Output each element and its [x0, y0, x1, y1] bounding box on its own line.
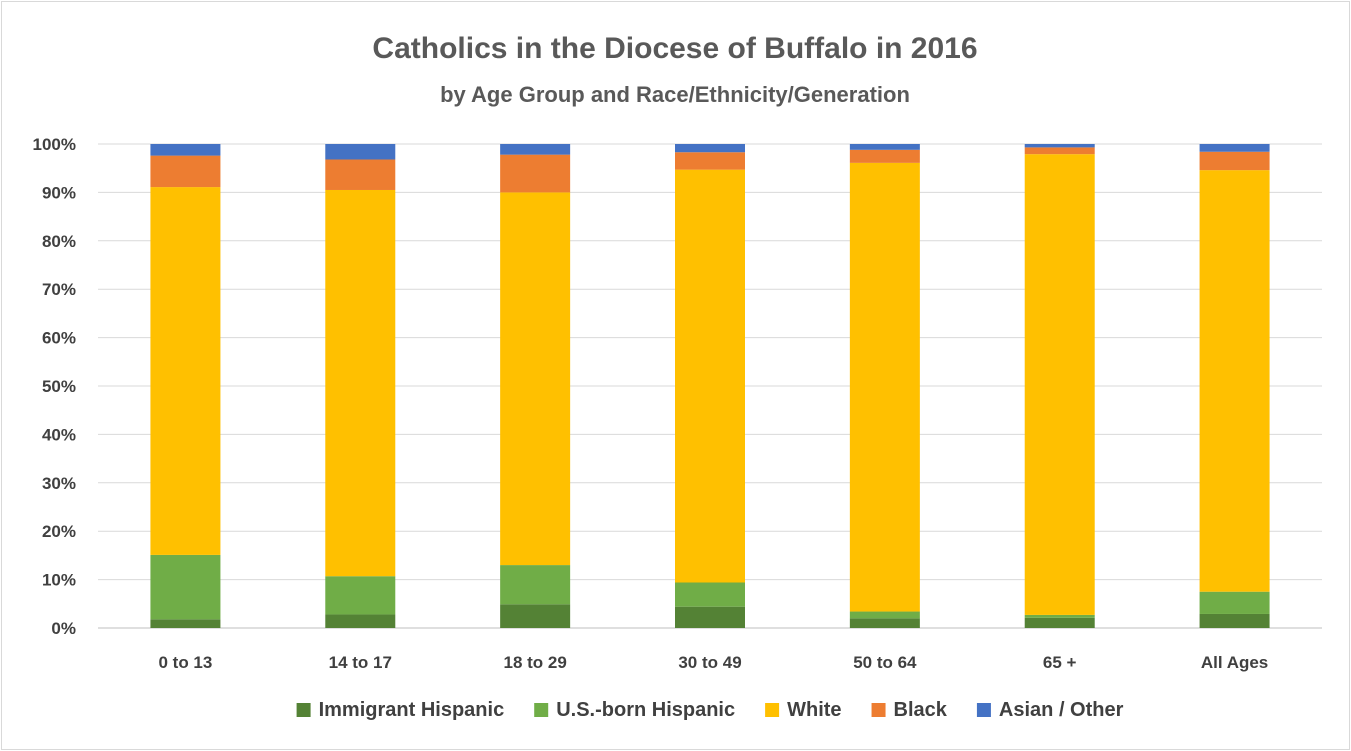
bar-segment-u-s-born-hispanic — [325, 576, 396, 615]
bar-segment-white — [150, 187, 221, 555]
bar-segment-white — [675, 169, 745, 583]
bar-segment-black — [150, 155, 221, 188]
bar-segment-black — [500, 154, 571, 193]
bar-segment-black — [325, 159, 396, 190]
y-tick-label: 100% — [33, 135, 76, 154]
bars — [150, 144, 1270, 628]
y-tick-label: 90% — [42, 183, 76, 202]
bar-segment-white — [1199, 170, 1270, 592]
legend-label: White — [787, 699, 841, 721]
bar-segment-u-s-born-hispanic — [150, 554, 221, 620]
x-tick-label: 30 to 49 — [678, 653, 741, 672]
y-tick-label: 70% — [42, 280, 76, 299]
legend-swatch — [534, 703, 549, 717]
legend-item: U.S.-born Hispanic — [534, 699, 735, 721]
bar-segment-black — [1199, 151, 1270, 171]
legend-item: White — [765, 699, 842, 721]
x-tick-label: 50 to 64 — [853, 653, 917, 672]
chart-title: Catholics in the Diocese of Buffalo in 2… — [372, 32, 977, 65]
legend-label: U.S.-born Hispanic — [556, 699, 735, 721]
legend-label: Black — [894, 699, 948, 721]
legend-swatch — [976, 703, 991, 717]
legend-swatch — [296, 703, 311, 717]
bar-segment-black — [849, 149, 920, 163]
bar-segment-white — [500, 192, 571, 566]
legend-item: Black — [871, 699, 948, 721]
bar-segment-asian-other — [675, 144, 745, 153]
x-tick-label: All Ages — [1201, 653, 1268, 672]
bar-segment-immigrant-hispanic — [150, 619, 221, 628]
bar-segment-black — [1024, 147, 1095, 155]
bar-segment-u-s-born-hispanic — [1199, 591, 1270, 614]
bar-segment-asian-other — [1024, 144, 1095, 148]
bar-segment-u-s-born-hispanic — [849, 611, 920, 619]
bar-segment-immigrant-hispanic — [675, 606, 745, 628]
bar-segment-immigrant-hispanic — [325, 614, 396, 628]
bar-segment-asian-other — [1199, 144, 1270, 152]
bar-segment-asian-other — [150, 144, 221, 156]
y-tick-label: 0% — [51, 619, 76, 638]
bar-segment-white — [325, 189, 396, 577]
bar-segment-u-s-born-hispanic — [1024, 614, 1095, 618]
bar-segment-u-s-born-hispanic — [675, 582, 745, 607]
y-tick-label: 20% — [42, 522, 76, 541]
y-tick-label: 80% — [42, 232, 76, 251]
x-tick-label: 65 + — [1043, 653, 1077, 672]
y-tick-label: 40% — [42, 425, 76, 444]
y-tick-label: 10% — [42, 571, 76, 590]
bar-segment-asian-other — [500, 144, 571, 155]
legend-swatch — [871, 703, 886, 717]
legend-label: Asian / Other — [999, 699, 1124, 721]
bar-segment-immigrant-hispanic — [1024, 617, 1095, 628]
legend-swatch — [765, 703, 780, 717]
bar-segment-asian-other — [849, 144, 920, 150]
bar-segment-immigrant-hispanic — [500, 604, 571, 628]
legend-label: Immigrant Hispanic — [319, 699, 505, 721]
chart-subtitle: by Age Group and Race/Ethnicity/Generati… — [440, 82, 910, 107]
y-tick-label: 50% — [42, 377, 76, 396]
bar-segment-white — [849, 162, 920, 612]
bar-segment-black — [675, 152, 745, 170]
x-tick-label: 18 to 29 — [503, 653, 566, 672]
bar-segment-asian-other — [325, 144, 396, 160]
x-axis-tick-labels: 0 to 13 14 to 17 18 to 29 30 to 49 50 to 64 6… — [158, 653, 1268, 672]
legend-item: Asian / Other — [976, 699, 1124, 721]
x-tick-label: 0 to 13 — [158, 653, 212, 672]
bar-segment-immigrant-hispanic — [1199, 613, 1270, 628]
bar-segment-immigrant-hispanic — [849, 618, 920, 628]
bar-segment-white — [1024, 154, 1095, 615]
bar-segment-u-s-born-hispanic — [500, 565, 571, 605]
y-tick-label: 60% — [42, 329, 76, 348]
y-axis-tick-labels: 0% 10% 20% 30% 40% 50% 60% 70% 80% 90% 100% — [33, 135, 76, 638]
x-tick-label: 14 to 17 — [329, 653, 392, 672]
legend-item: Immigrant Hispanic — [296, 699, 505, 721]
y-tick-label: 30% — [42, 474, 76, 493]
legend: Immigrant Hispanic U.S.-born Hispanic Whit… — [296, 699, 1124, 721]
